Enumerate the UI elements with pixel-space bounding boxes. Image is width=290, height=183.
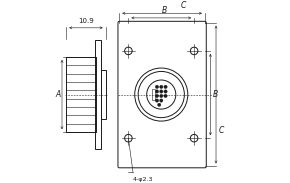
Circle shape (160, 85, 163, 89)
Circle shape (164, 85, 167, 89)
Text: B: B (162, 6, 167, 15)
Circle shape (160, 90, 163, 93)
Text: 10.9: 10.9 (78, 18, 94, 24)
Text: C: C (181, 1, 186, 10)
Circle shape (155, 99, 159, 102)
Circle shape (157, 103, 161, 107)
Bar (66, 57, 96, 132)
Text: B: B (213, 90, 218, 99)
Circle shape (164, 94, 167, 98)
Text: C: C (219, 126, 224, 135)
Text: 4-φ2.3: 4-φ2.3 (133, 177, 153, 182)
Bar (102, 70, 106, 119)
Circle shape (164, 90, 167, 93)
Circle shape (160, 94, 163, 98)
Circle shape (160, 99, 163, 102)
Circle shape (155, 90, 159, 93)
Text: A: A (55, 90, 60, 99)
Bar (152, 89, 155, 100)
Circle shape (155, 94, 159, 98)
Circle shape (155, 85, 159, 89)
Bar (95, 40, 102, 149)
